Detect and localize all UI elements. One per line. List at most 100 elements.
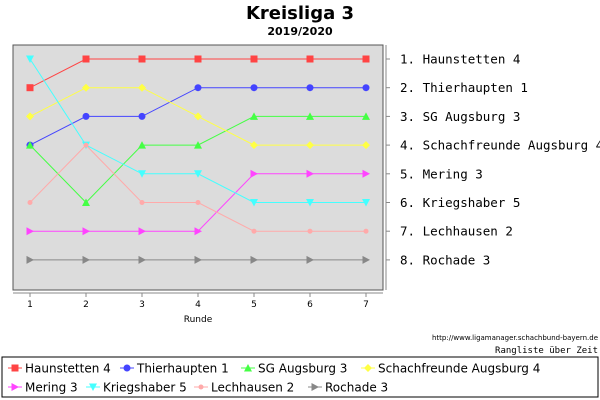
series-point — [250, 141, 258, 150]
series-point — [82, 112, 90, 120]
series-point — [138, 83, 146, 92]
series-point — [138, 255, 146, 264]
series-point — [26, 55, 34, 63]
series-point — [250, 255, 258, 264]
source-url: http://www.ligamanager.schachbund-bayern… — [432, 334, 598, 342]
series-point — [194, 227, 202, 236]
x-tick-label: 3 — [139, 300, 145, 310]
legend-item: SG Augsburg 3 — [241, 362, 347, 376]
series-point — [83, 142, 89, 148]
x-axis-label: Runde — [184, 315, 213, 325]
series-point — [362, 255, 370, 264]
series-point — [82, 55, 90, 63]
legend — [1, 356, 599, 398]
series-point — [194, 255, 202, 264]
series-point — [362, 169, 370, 178]
rank-label: 6. Kriegshaber 5 — [400, 195, 520, 210]
series-point — [194, 84, 202, 92]
x-tick-label: 6 — [307, 300, 313, 310]
x-tick-label: 4 — [195, 300, 201, 310]
series-point — [250, 112, 258, 120]
series-8 — [26, 255, 370, 264]
series-point — [306, 55, 314, 63]
x-tick-label: 5 — [251, 300, 257, 310]
rank-label: 8. Rochade 3 — [400, 252, 490, 267]
legend-marker — [311, 383, 319, 391]
plot-area — [12, 44, 384, 291]
legend-item: Thierhaupten 1 — [120, 362, 229, 376]
legend-marker — [123, 364, 131, 372]
series-7 — [27, 142, 369, 234]
series-point — [306, 255, 314, 264]
series-point — [27, 200, 33, 205]
series-5 — [26, 169, 370, 236]
series-3 — [26, 112, 370, 206]
legend-item: Haunstetten 4 — [8, 362, 111, 376]
legend-item: Kriegshaber 5 — [86, 381, 187, 395]
legend-label: Schachfreunde Augsburg 4 — [378, 362, 540, 376]
legend-label: Haunstetten 4 — [25, 362, 111, 376]
legend-item: Mering 3 — [8, 381, 78, 395]
series-point — [306, 84, 314, 92]
series-layer — [26, 55, 370, 264]
rank-label: 2. Thierhaupten 1 — [400, 80, 528, 95]
chart-subtitle: 2019/2020 — [267, 25, 333, 38]
series-point — [363, 228, 369, 234]
series-point — [82, 227, 90, 236]
legend-marker — [244, 364, 252, 372]
series-point — [26, 141, 34, 149]
series-4 — [26, 83, 370, 150]
series-point — [250, 199, 258, 207]
rank-label: 1. Haunstetten 4 — [400, 52, 520, 67]
series-point — [138, 141, 146, 149]
series-point — [26, 84, 34, 92]
x-ticks: 1 2 3 4 5 6 7 — [27, 293, 369, 310]
legend-marker — [11, 364, 19, 372]
series-point — [306, 169, 314, 178]
x-tick-label: 1 — [27, 300, 33, 310]
series-point — [195, 200, 201, 205]
series-point — [82, 255, 90, 264]
legend-label: Mering 3 — [25, 381, 78, 395]
series-point — [138, 170, 146, 178]
chart-title: Kreisliga 3 — [246, 3, 354, 24]
rank-labels: 1. Haunstetten 4 2. Thierhaupten 1 3. SG A… — [400, 52, 600, 268]
series-point — [306, 112, 314, 120]
series-point — [26, 112, 34, 121]
series-point — [138, 227, 146, 236]
series-point — [362, 55, 370, 63]
rank-label: 7. Lechhausen 2 — [400, 224, 513, 239]
series-point — [250, 84, 258, 92]
rank-label: 5. Mering 3 — [400, 166, 483, 181]
rank-label: 3. SG Augsburg 3 — [400, 109, 520, 124]
series-point — [250, 55, 258, 63]
x-tick-label: 2 — [83, 300, 89, 310]
legend-marker — [198, 384, 204, 390]
series-point — [139, 200, 145, 205]
rank-label: 4. Schachfreunde Augsburg 4 — [400, 138, 600, 153]
series-point — [138, 112, 146, 120]
legend-marker — [89, 383, 97, 391]
series-point — [194, 55, 202, 63]
series-point — [362, 199, 370, 207]
series-point — [250, 169, 258, 178]
legend-label: Lechhausen 2 — [211, 381, 294, 395]
legend-item: Lechhausen 2 — [194, 381, 294, 395]
series-point — [362, 112, 370, 120]
series-point — [26, 227, 34, 236]
series-point — [307, 228, 313, 234]
series-point — [194, 112, 202, 121]
series-point — [82, 198, 90, 206]
series-point — [82, 83, 90, 92]
series-point — [194, 141, 202, 149]
legend-label: SG Augsburg 3 — [258, 362, 347, 376]
series-point — [362, 141, 370, 150]
legend-marker — [11, 383, 19, 391]
series-point — [362, 84, 370, 92]
series-point — [251, 228, 257, 234]
y-ticks — [386, 58, 390, 261]
legend-label: Rochade 3 — [325, 381, 388, 395]
series-point — [26, 255, 34, 264]
chart-note: Rangliste über Zeit — [495, 346, 598, 356]
